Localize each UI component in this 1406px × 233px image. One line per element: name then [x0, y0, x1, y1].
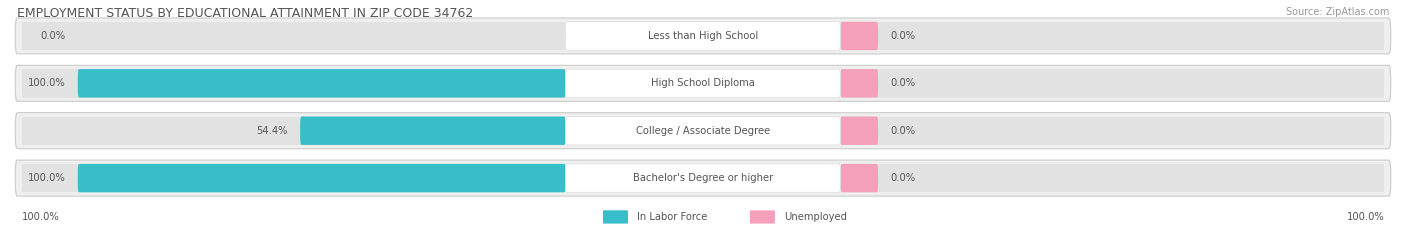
Text: 100.0%: 100.0% — [21, 212, 59, 222]
FancyBboxPatch shape — [565, 116, 841, 145]
Text: 0.0%: 0.0% — [890, 31, 915, 41]
Text: Source: ZipAtlas.com: Source: ZipAtlas.com — [1285, 7, 1389, 17]
Text: 0.0%: 0.0% — [890, 173, 915, 183]
Text: 100.0%: 100.0% — [1347, 212, 1385, 222]
Bar — [21, 164, 565, 192]
Text: Less than High School: Less than High School — [648, 31, 758, 41]
Text: In Labor Force: In Labor Force — [637, 212, 707, 222]
Bar — [841, 164, 1385, 192]
FancyBboxPatch shape — [77, 69, 565, 98]
Bar — [841, 69, 1385, 98]
FancyBboxPatch shape — [565, 164, 841, 192]
FancyBboxPatch shape — [15, 160, 1391, 196]
FancyBboxPatch shape — [15, 113, 1391, 149]
Text: High School Diploma: High School Diploma — [651, 78, 755, 88]
Bar — [21, 116, 565, 145]
FancyBboxPatch shape — [841, 22, 879, 50]
Text: 54.4%: 54.4% — [256, 126, 288, 136]
Text: 0.0%: 0.0% — [890, 78, 915, 88]
FancyBboxPatch shape — [15, 18, 1391, 54]
Text: Unemployed: Unemployed — [785, 212, 848, 222]
Text: College / Associate Degree: College / Associate Degree — [636, 126, 770, 136]
FancyBboxPatch shape — [841, 164, 879, 192]
FancyBboxPatch shape — [15, 65, 1391, 101]
Text: 100.0%: 100.0% — [28, 78, 65, 88]
Bar — [841, 116, 1385, 145]
FancyBboxPatch shape — [749, 210, 775, 224]
Bar — [841, 22, 1385, 50]
FancyBboxPatch shape — [565, 22, 841, 50]
FancyBboxPatch shape — [299, 116, 565, 145]
Bar — [21, 69, 565, 98]
FancyBboxPatch shape — [77, 164, 565, 192]
Text: 0.0%: 0.0% — [890, 126, 915, 136]
Bar — [21, 22, 565, 50]
FancyBboxPatch shape — [841, 69, 879, 98]
FancyBboxPatch shape — [841, 116, 879, 145]
FancyBboxPatch shape — [565, 69, 841, 98]
Text: 100.0%: 100.0% — [28, 173, 65, 183]
Text: Bachelor's Degree or higher: Bachelor's Degree or higher — [633, 173, 773, 183]
Text: EMPLOYMENT STATUS BY EDUCATIONAL ATTAINMENT IN ZIP CODE 34762: EMPLOYMENT STATUS BY EDUCATIONAL ATTAINM… — [17, 7, 474, 20]
FancyBboxPatch shape — [603, 210, 628, 224]
Text: 0.0%: 0.0% — [41, 31, 65, 41]
